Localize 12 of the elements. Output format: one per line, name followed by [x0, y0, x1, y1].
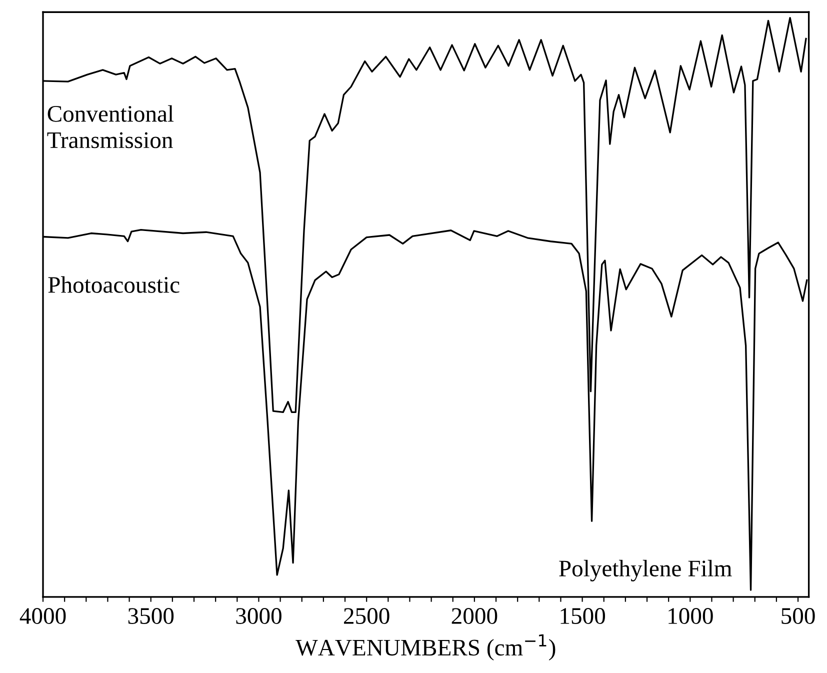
annotation: Photoacoustic: [48, 276, 180, 293]
annotation: Conventional Transmission: [47, 105, 174, 148]
annotation: Polyethylene Film: [559, 560, 732, 582]
x-tick-label: 1000: [668, 608, 713, 624]
x-tick-label: 2500: [344, 608, 390, 624]
x-axis-title: WAVENUMBERS (cm$^{−1}$): [296, 634, 556, 660]
x-tick-label: 3500: [128, 608, 174, 624]
x-tick-label: 4000: [20, 608, 66, 624]
x-tick-label: 1500: [560, 608, 606, 624]
x-tick-label: 2000: [452, 608, 498, 624]
x-tick-label: 3000: [236, 608, 282, 624]
x-tick-label: 500: [782, 608, 815, 624]
